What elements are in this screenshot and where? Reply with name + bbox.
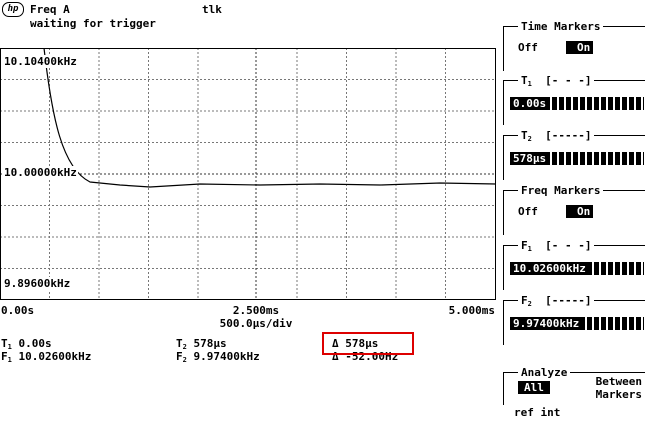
softkey[interactable]: Time Markers Off On — [503, 20, 645, 71]
text: On — [566, 41, 594, 54]
text: F — [176, 350, 183, 363]
text: 1 — [7, 343, 12, 351]
text: [-----] — [545, 129, 592, 142]
text: F — [521, 239, 528, 252]
text: T — [1, 337, 8, 350]
text: F — [1, 350, 8, 363]
text: 10.02600kHz — [18, 350, 92, 363]
status: tlk — [202, 3, 222, 16]
text: 9.97400kHz — [510, 317, 583, 330]
text: All — [518, 381, 550, 394]
text: 578µs — [510, 152, 550, 165]
text: Off — [518, 205, 538, 218]
x-label: 5.000ms — [448, 304, 495, 317]
text: 2 — [182, 356, 187, 364]
text: T — [521, 129, 528, 142]
text: [-----] — [545, 294, 592, 307]
text: T — [176, 337, 183, 350]
softkey[interactable]: T2 [-----] 578µs — [503, 129, 645, 180]
softkey[interactable]: F1 [- - -] 10.02600kHz — [503, 239, 645, 290]
x-label: 0.00s — [1, 304, 35, 317]
softkey[interactable]: T1 [- - -] 0.00s — [503, 74, 645, 125]
logo: hp — [2, 2, 24, 17]
title: Freq A — [30, 3, 70, 16]
text: 1 — [527, 80, 532, 88]
text: 1 — [527, 245, 532, 253]
softkey[interactable]: Analyze All Between Markers — [503, 366, 645, 405]
text: 1 — [7, 356, 12, 364]
text: 578µs — [193, 337, 227, 350]
footer: ref int — [514, 406, 561, 419]
grid — [0, 48, 496, 300]
text: Freq Markers — [518, 184, 604, 197]
text: 2 — [182, 343, 187, 351]
y-label: 10.00000kHz — [3, 166, 78, 179]
text: Analyze — [518, 366, 571, 379]
marker-t2: T2 578µs — [176, 337, 227, 354]
message: waiting for trigger — [30, 17, 156, 30]
text: On — [566, 205, 594, 218]
scale: 500.0µs/div — [219, 317, 293, 330]
y-label: 10.10400kHz — [3, 55, 78, 68]
text: 9.97400kHz — [193, 350, 260, 363]
plot — [0, 48, 497, 300]
highlight-box — [322, 332, 414, 355]
plot-border — [0, 48, 496, 300]
y-label: 9.89600kHz — [3, 277, 72, 290]
text: [- - -] — [545, 74, 592, 87]
text: [- - -] — [545, 239, 592, 252]
marker-t1: T1 0.00s — [1, 337, 52, 354]
text: 2 — [527, 300, 532, 308]
text: Off — [518, 41, 538, 54]
softkey[interactable]: F2 [-----] 9.97400kHz — [503, 294, 645, 345]
text: Time Markers — [518, 20, 604, 33]
text: F — [521, 294, 528, 307]
text: 2 — [527, 135, 532, 143]
marker-f2: F2 9.97400kHz — [176, 350, 260, 367]
text: T — [521, 74, 528, 87]
x-label: 2.500ms — [232, 304, 280, 317]
marker-f1: F1 10.02600kHz — [1, 350, 91, 367]
softkey[interactable]: Freq Markers Off On — [503, 184, 645, 235]
text: 10.02600kHz — [510, 262, 589, 275]
text: 0.00s — [510, 97, 550, 110]
text: 0.00s — [18, 337, 52, 350]
delta-time: Δ 578µs — [332, 337, 379, 350]
trace — [43, 48, 497, 188]
text: Between Markers — [595, 375, 642, 401]
